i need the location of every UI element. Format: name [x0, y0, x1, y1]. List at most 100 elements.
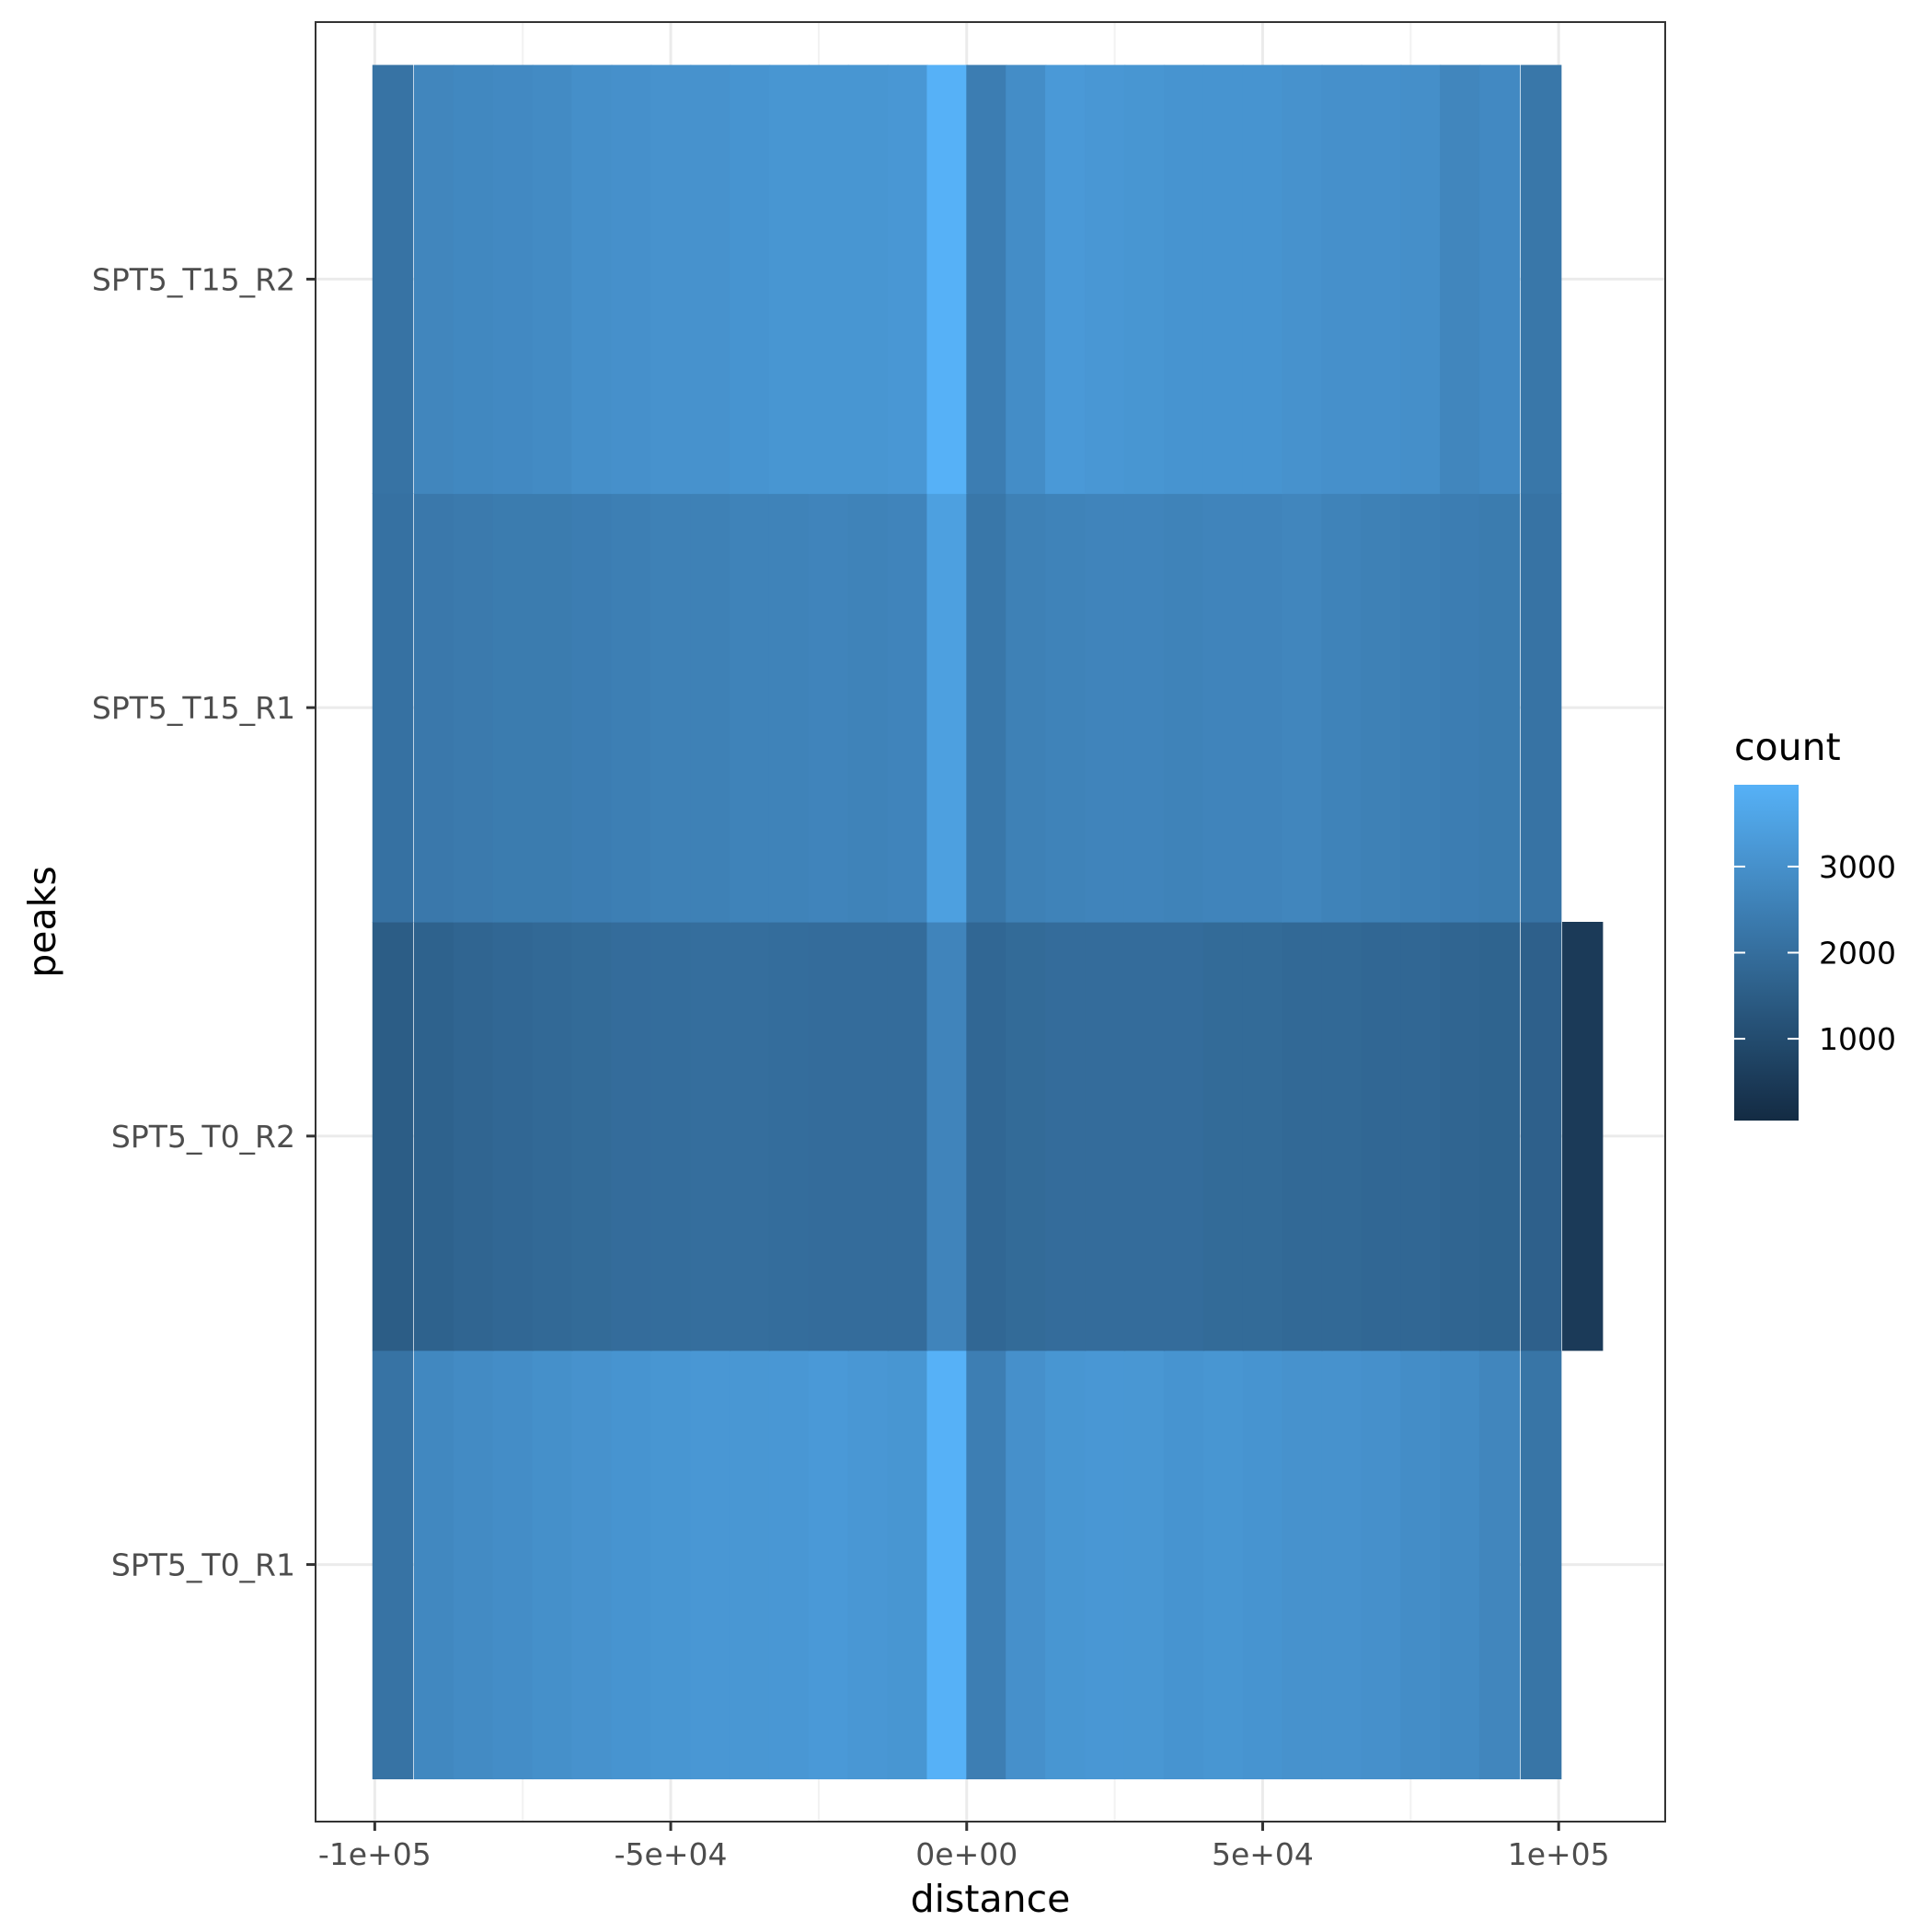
- heatmap-tile: [926, 493, 968, 923]
- heatmap-tile: [571, 922, 613, 1351]
- legend-title: count: [1734, 725, 1841, 769]
- heatmap-tile: [1321, 493, 1363, 923]
- heatmap-tile: [1361, 493, 1402, 923]
- heatmap-tile: [1202, 922, 1245, 1351]
- heatmap-tile: [926, 64, 968, 494]
- heatmap-tile: [966, 1350, 1007, 1780]
- heatmap-tile: [1440, 493, 1481, 923]
- heatmap-tile: [1361, 1350, 1402, 1780]
- x-tick-label: -5e+04: [615, 1836, 728, 1872]
- heatmap-tile: [1085, 64, 1126, 494]
- heatmap-tile: [413, 64, 455, 494]
- heatmap-tile: [690, 493, 731, 923]
- y-tick-label: SPT5_T0_R2: [111, 1119, 295, 1155]
- heatmap-tile: [532, 493, 573, 923]
- heatmap-tile: [1045, 922, 1087, 1351]
- heatmap-tile: [808, 493, 850, 923]
- heatmap-tile: [1163, 1350, 1205, 1780]
- heatmap-tile: [611, 1350, 652, 1780]
- heatmap-tile: [887, 64, 928, 494]
- heatmap-tile: [532, 64, 573, 494]
- heatmap-tile: [1242, 1350, 1283, 1780]
- heatmap-tile: [1123, 922, 1166, 1351]
- heatmap-tile: [1085, 1350, 1126, 1780]
- heatmap-tile: [1006, 64, 1047, 494]
- heatmap-tile: [926, 922, 968, 1351]
- heatmap-tile: [492, 1350, 534, 1780]
- y-tick-label: SPT5_T0_R1: [111, 1547, 295, 1583]
- heatmap-tile: [1321, 922, 1363, 1351]
- heatmap-tile: [1282, 922, 1323, 1351]
- heatmap-tile: [1400, 1350, 1442, 1780]
- heatmap-tile: [1521, 64, 1562, 494]
- heatmap-tile: [1006, 493, 1047, 923]
- legend-tick-label: 3000: [1819, 849, 1896, 885]
- heatmap-tile: [690, 1350, 731, 1780]
- heatmap-tile: [1163, 493, 1205, 923]
- heatmap-tile: [1321, 64, 1363, 494]
- heatmap-tile: [729, 64, 771, 494]
- heatmap-tile: [453, 493, 495, 923]
- heatmap-tile: [1085, 493, 1126, 923]
- heatmap-tile: [1123, 1350, 1166, 1780]
- heatmap-tile: [453, 922, 495, 1351]
- heatmap-tile: [1202, 64, 1245, 494]
- heatmap-tile: [532, 922, 573, 1351]
- heatmap-tile: [1123, 64, 1166, 494]
- heatmap-tile: [847, 1350, 890, 1780]
- heatmap-tile: [611, 922, 652, 1351]
- heatmap-tile: [492, 922, 534, 1351]
- heatmap-tile: [887, 493, 928, 923]
- heatmap-tile: [1478, 64, 1521, 494]
- heatmap-tile: [1478, 922, 1521, 1351]
- heatmap-tile: [887, 922, 928, 1351]
- heatmap-tile: [966, 493, 1007, 923]
- heatmap-tile: [1045, 64, 1087, 494]
- heatmap-tile: [966, 922, 1007, 1351]
- color-legend: count 1000 2000 3000: [1734, 725, 1896, 1121]
- legend-tick-label: 2000: [1819, 936, 1896, 972]
- heatmap-tile: [611, 493, 652, 923]
- heatmap-tile: [611, 64, 652, 494]
- heatmap-tile: [532, 1350, 573, 1780]
- x-axis-title: distance: [911, 1877, 1071, 1921]
- heatmap-tile: [690, 922, 731, 1351]
- heatmap-tile: [1123, 493, 1166, 923]
- heatmap-tile: [1085, 922, 1126, 1351]
- heatmap-tile: [808, 922, 850, 1351]
- heatmap-tile: [571, 1350, 613, 1780]
- y-tick-label: SPT5_T15_R1: [92, 690, 295, 726]
- y-axis: SPT5_T0_R1 SPT5_T0_R2 SPT5_T15_R1 SPT5_T15_…: [92, 261, 316, 1583]
- heatmap-tile: [1242, 922, 1283, 1351]
- heatmap-tile: [847, 922, 890, 1351]
- heatmap-tile: [650, 1350, 692, 1780]
- heatmap-tile: [768, 922, 811, 1351]
- panel-border: [315, 21, 1666, 1823]
- x-tick-label: 0e+00: [915, 1836, 1018, 1872]
- heatmap-tile: [768, 1350, 811, 1780]
- heatmap-tile: [1202, 493, 1245, 923]
- heatmap-tile: [1400, 922, 1442, 1351]
- heatmap-tile: [372, 1350, 414, 1780]
- x-axis: -1e+05 -5e+04 0e+00 5e+04 1e+05: [318, 1822, 1610, 1872]
- heatmap-tile: [1045, 493, 1087, 923]
- heatmap-tile: [1321, 1350, 1363, 1780]
- heatmap-tile: [887, 1350, 928, 1780]
- legend-tick-label: 1000: [1819, 1021, 1896, 1057]
- heatmap-tile: [1242, 493, 1283, 923]
- heatmap-tile: [1282, 1350, 1323, 1780]
- heatmap-tile: [650, 922, 692, 1351]
- heatmap-tile: [1163, 64, 1205, 494]
- heatmap-tile: [1202, 1350, 1245, 1780]
- heatmap-tile: [1400, 64, 1442, 494]
- heatmap-tile: [1163, 922, 1205, 1351]
- heatmap-tile: [926, 1350, 968, 1780]
- heatmap-tile: [1478, 1350, 1521, 1780]
- heatmap-tile: [1440, 64, 1481, 494]
- heatmap-tile: [1006, 1350, 1047, 1780]
- heatmap-tile: [729, 922, 771, 1351]
- heatmap-tile: [372, 922, 414, 1351]
- heatmap-tile: [690, 64, 731, 494]
- y-axis-title: peaks: [20, 866, 64, 977]
- heatmap-tile: [413, 493, 455, 923]
